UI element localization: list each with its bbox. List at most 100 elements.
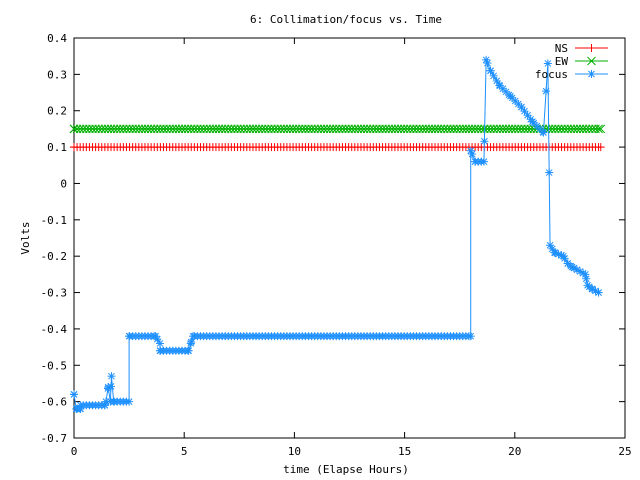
data-point-ew (578, 124, 588, 134)
data-point-ew (72, 124, 82, 134)
data-point-ew (335, 124, 344, 134)
data-point-ew (162, 124, 171, 134)
data-point-ew (131, 124, 141, 134)
data-point-ew (372, 124, 381, 134)
data-point-ew (569, 124, 579, 134)
data-point-ew (168, 124, 178, 134)
data-point-ew (390, 124, 400, 134)
data-point-ew (183, 124, 193, 134)
data-point-ew (439, 124, 449, 134)
data-point-ew (338, 124, 347, 134)
data-point-ew (430, 124, 440, 134)
x-tick-label: 15 (398, 445, 411, 458)
data-point-ew (146, 124, 156, 134)
plot-frame (73, 37, 626, 439)
data-point-focus (189, 332, 198, 341)
data-point-ew (368, 124, 378, 134)
data-point-focus (151, 332, 160, 341)
data-point-focus (125, 332, 134, 341)
y-tick-label: 0 (60, 177, 67, 190)
data-point-ns (70, 143, 78, 152)
data-point-ew (384, 124, 394, 134)
data-point-ew (427, 124, 437, 134)
data-point-ew (476, 124, 486, 134)
data-point-ew (140, 124, 150, 134)
data-point-ew (424, 124, 434, 134)
data-point-ew (189, 124, 199, 134)
data-point-ew (443, 124, 452, 134)
y-tick-label: -0.1 (41, 214, 68, 227)
data-point-ew (165, 124, 175, 134)
data-point-ew (436, 124, 446, 134)
data-point-ew (313, 124, 323, 134)
data-point-ew (156, 124, 165, 134)
data-point-ew (103, 124, 113, 134)
data-point-ew (270, 124, 279, 134)
data-point-ew (174, 124, 184, 134)
data-point-ew (575, 124, 585, 134)
data-point-ew (328, 124, 338, 134)
data-point-ew (100, 124, 110, 134)
data-point-ew (282, 124, 292, 134)
y-tick-label: -0.5 (41, 359, 68, 372)
data-point-ew (588, 124, 597, 134)
data-point-ew (418, 124, 428, 134)
data-point-ew (122, 124, 131, 134)
data-point-ew (97, 124, 107, 134)
data-point-ew (566, 124, 576, 134)
data-point-focus (486, 66, 495, 75)
data-point-focus (184, 346, 193, 355)
data-point-focus (155, 339, 164, 348)
data-point-ew (233, 124, 242, 134)
data-point-ew (547, 124, 557, 134)
data-point-ew (560, 124, 569, 134)
data-point-ew (557, 124, 566, 134)
data-point-ew (285, 124, 295, 134)
data-point-ew (498, 124, 508, 134)
data-point-ew (81, 124, 91, 134)
data-point-ew (94, 124, 104, 134)
data-point-focus (186, 339, 195, 348)
data-point-ew (316, 124, 326, 134)
data-point-ew (230, 124, 239, 134)
data-point-focus (107, 372, 116, 381)
data-point-ew (291, 124, 301, 134)
data-point-focus (559, 252, 568, 261)
data-point-ew (294, 124, 304, 134)
data-point-ew (273, 124, 283, 134)
data-point-ew (115, 124, 125, 134)
data-point-ew (152, 124, 162, 134)
data-point-ew (88, 124, 97, 134)
x-tick-label: 5 (181, 445, 188, 458)
data-point-focus (594, 288, 603, 297)
data-point-ew (581, 124, 591, 134)
data-point-ew (245, 124, 255, 134)
data-point-ew (455, 124, 465, 134)
x-axis: 0 5 10 15 20 25 (71, 38, 632, 458)
data-point-ew (513, 124, 523, 134)
series-ns (70, 143, 605, 152)
data-point-ew (504, 124, 514, 134)
data-point-ew (208, 124, 218, 134)
y-tick-label: 0.2 (47, 105, 67, 118)
data-point-ew (159, 124, 168, 134)
data-point-ew (301, 124, 310, 134)
data-point-focus (70, 390, 78, 399)
data-point-ew (356, 124, 366, 134)
data-point-ew (495, 124, 505, 134)
data-point-focus (492, 76, 501, 85)
data-point-ew (180, 124, 190, 134)
chart-title: 6: Collimation/focus vs. Time (250, 13, 442, 26)
data-point-ew (399, 124, 409, 134)
y-tick-label: -0.3 (41, 287, 68, 300)
data-point-focus (466, 146, 475, 155)
x-tick-label: 25 (618, 445, 631, 458)
data-point-ew (596, 124, 606, 134)
data-point-ew (449, 124, 458, 134)
data-point-ew (501, 124, 511, 134)
data-point-ew (378, 124, 387, 134)
data-point-focus (581, 270, 590, 279)
y-axis: -0.7 -0.6 -0.5 -0.4 -0.3 -0.2 -0.1 0 0.1 0.2 0.3 0.… (41, 32, 625, 445)
data-point-ew (211, 124, 221, 134)
data-point-ns (596, 143, 605, 152)
